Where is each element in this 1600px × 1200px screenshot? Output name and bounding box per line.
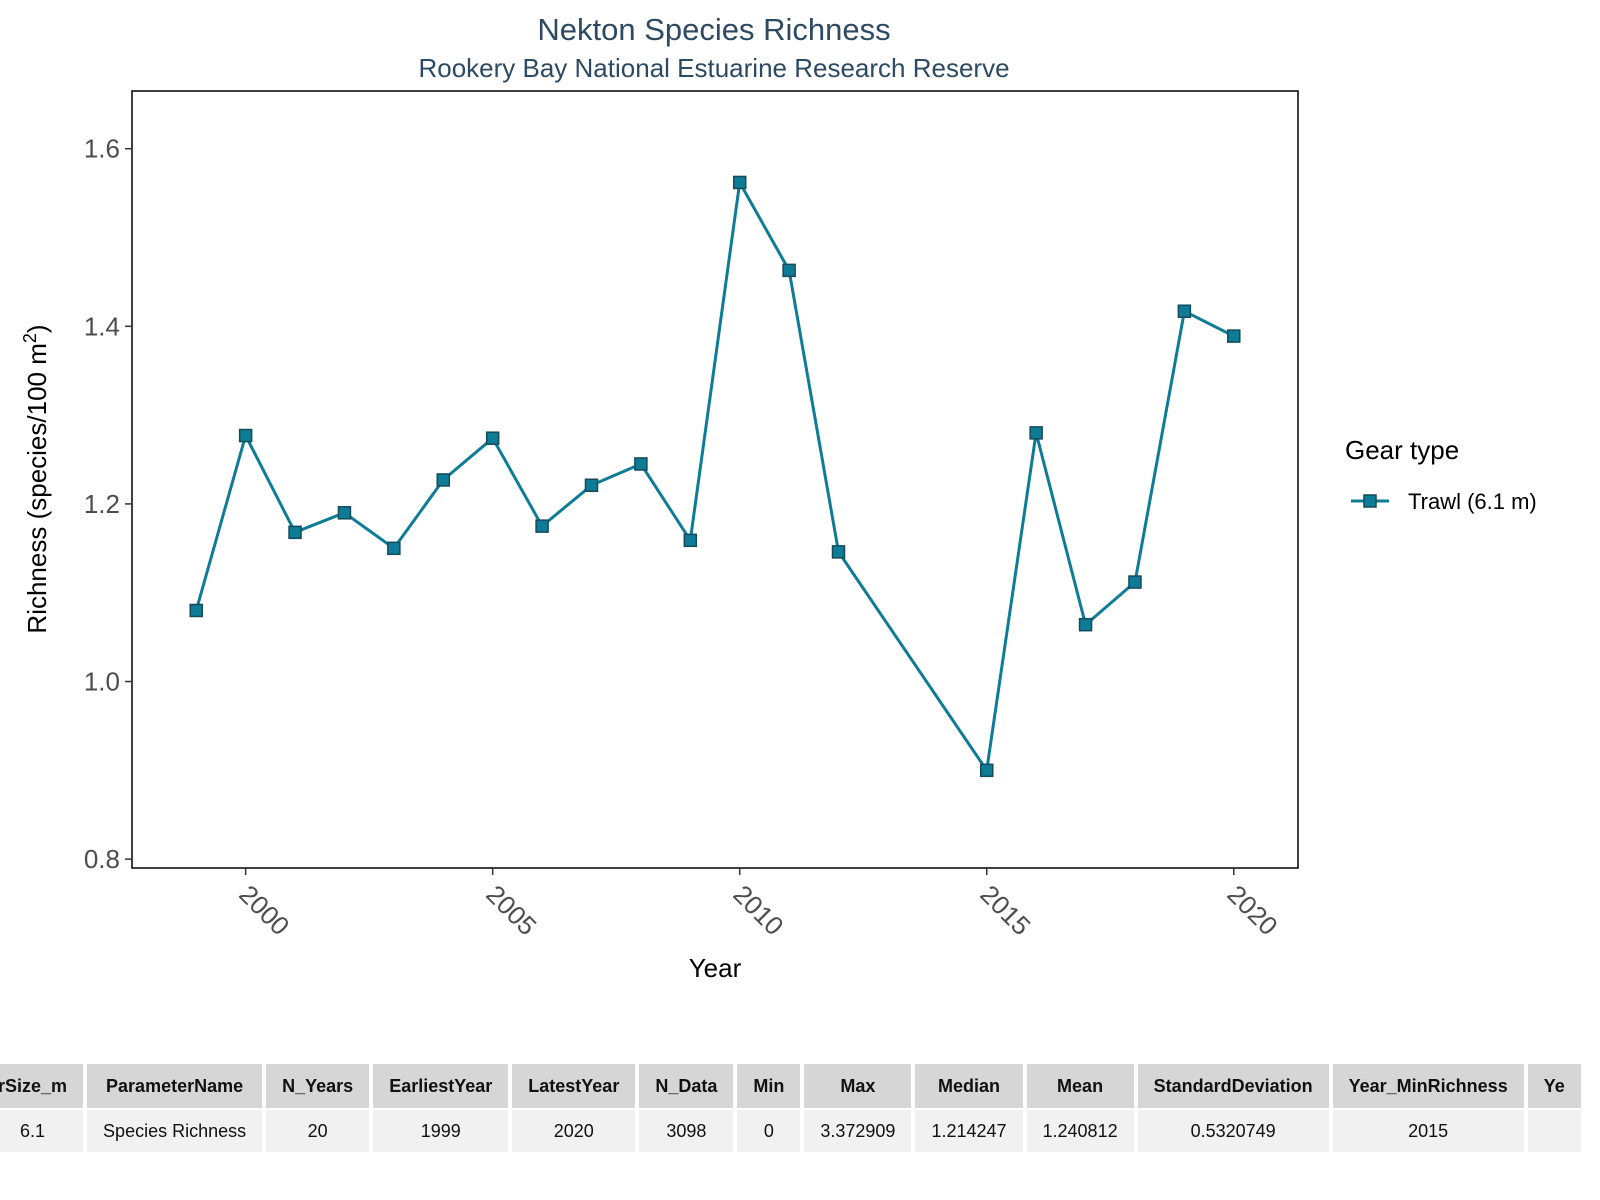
table-header-cell: EarliestYear (373, 1064, 509, 1108)
table-cell: 3.372909 (804, 1110, 912, 1152)
legend-label: Trawl (6.1 m) (1408, 489, 1537, 514)
data-point (436, 473, 451, 487)
x-tick-label: 2015 (974, 879, 1036, 941)
table-header-cell: ParameterName (87, 1064, 263, 1108)
table-cell: 6.1 (0, 1110, 84, 1152)
table-cell: 0 (737, 1110, 801, 1152)
table-header-cell: Max (804, 1064, 912, 1108)
table-cell: 2015 (1332, 1110, 1524, 1152)
table-header-row: rSize_m ParameterName N_Years EarliestYear L… (0, 1064, 1581, 1108)
data-point (1128, 575, 1142, 589)
data-point (1227, 329, 1241, 343)
table-cell: 0.5320749 (1137, 1110, 1329, 1152)
x-tick-label: 2000 (233, 879, 295, 941)
table-header-cell: StandardDeviation (1137, 1064, 1329, 1108)
data-point (337, 506, 352, 520)
data-point (485, 431, 500, 445)
x-tick-label: 2020 (1222, 879, 1284, 941)
y-axis-title-superscript: 2 (20, 333, 40, 343)
table-body: 6.1 Species Richness 20 1999 2020 3098 0 3.3729… (0, 1110, 1581, 1152)
data-point (732, 175, 747, 190)
y-tick-label: 0.8 (84, 844, 120, 874)
x-tick-label: 2005 (480, 879, 542, 941)
table-header-cell: Mean (1026, 1064, 1134, 1108)
data-point (1078, 617, 1093, 632)
data-point (831, 545, 846, 559)
y-axis-title: Richness (species/100 m2) (20, 324, 52, 633)
y-axis-title-main: Richness (species/100 m (22, 343, 52, 633)
x-axis-title: Year (689, 953, 742, 983)
table-header-cell: N_Data (639, 1064, 734, 1108)
table-header-cell: Year_MinRichness (1332, 1064, 1524, 1108)
y-tick-label: 1.6 (84, 134, 120, 164)
series-line (194, 181, 1235, 772)
table-cell: 2020 (512, 1110, 636, 1152)
data-point (683, 533, 698, 548)
summary-table-container: rSize_m ParameterName N_Years EarliestYear L… (0, 1062, 1600, 1158)
table-header-cell: rSize_m (0, 1064, 84, 1108)
chart-subtitle: Rookery Bay National Estuarine Research … (418, 53, 1009, 83)
table-header-cell: Min (737, 1064, 801, 1108)
data-point (288, 525, 302, 540)
table-cell (1527, 1110, 1581, 1152)
table-cell: 1.214247 (915, 1110, 1023, 1152)
data-point (979, 763, 994, 778)
table-cell: 3098 (639, 1110, 734, 1152)
summary-table: rSize_m ParameterName N_Years EarliestYear L… (0, 1062, 1585, 1154)
table-cell: 1999 (373, 1110, 509, 1152)
chart-title: Nekton Species Richness (537, 12, 890, 47)
table-header-cell: N_Years (266, 1064, 370, 1108)
data-point (387, 541, 401, 556)
legend-title: Gear type (1345, 435, 1459, 465)
data-point (1029, 426, 1043, 440)
data-point (1177, 304, 1192, 318)
table-cell: 20 (266, 1110, 370, 1152)
data-point (634, 457, 648, 471)
legend-key (1351, 494, 1389, 508)
table-header-cell: Median (915, 1064, 1023, 1108)
data-point (238, 428, 253, 443)
data-point (584, 478, 599, 493)
x-tick-label: 2010 (727, 879, 789, 941)
y-axis-title-end: ) (22, 324, 52, 333)
data-point (535, 519, 549, 533)
series-layer (189, 175, 1241, 778)
plot-panel (131, 90, 1299, 869)
x-axis: 2000 2005 2010 2015 2020 (233, 868, 1284, 941)
table-row: 6.1 Species Richness 20 1999 2020 3098 0 3.3729… (0, 1110, 1581, 1152)
y-tick-label: 1.4 (84, 311, 120, 341)
table-cell: 1.240812 (1026, 1110, 1134, 1152)
data-point (782, 263, 796, 278)
data-point (189, 603, 203, 618)
legend-key-marker (1363, 494, 1377, 508)
y-tick-label: 1.2 (84, 489, 120, 519)
y-tick-label: 1.0 (84, 667, 120, 697)
table-header-cell: LatestYear (512, 1064, 636, 1108)
table-header-cell: Ye (1527, 1064, 1581, 1108)
y-axis: 0.8 1.0 1.2 1.4 1.6 (84, 134, 132, 874)
table-cell: Species Richness (87, 1110, 263, 1152)
